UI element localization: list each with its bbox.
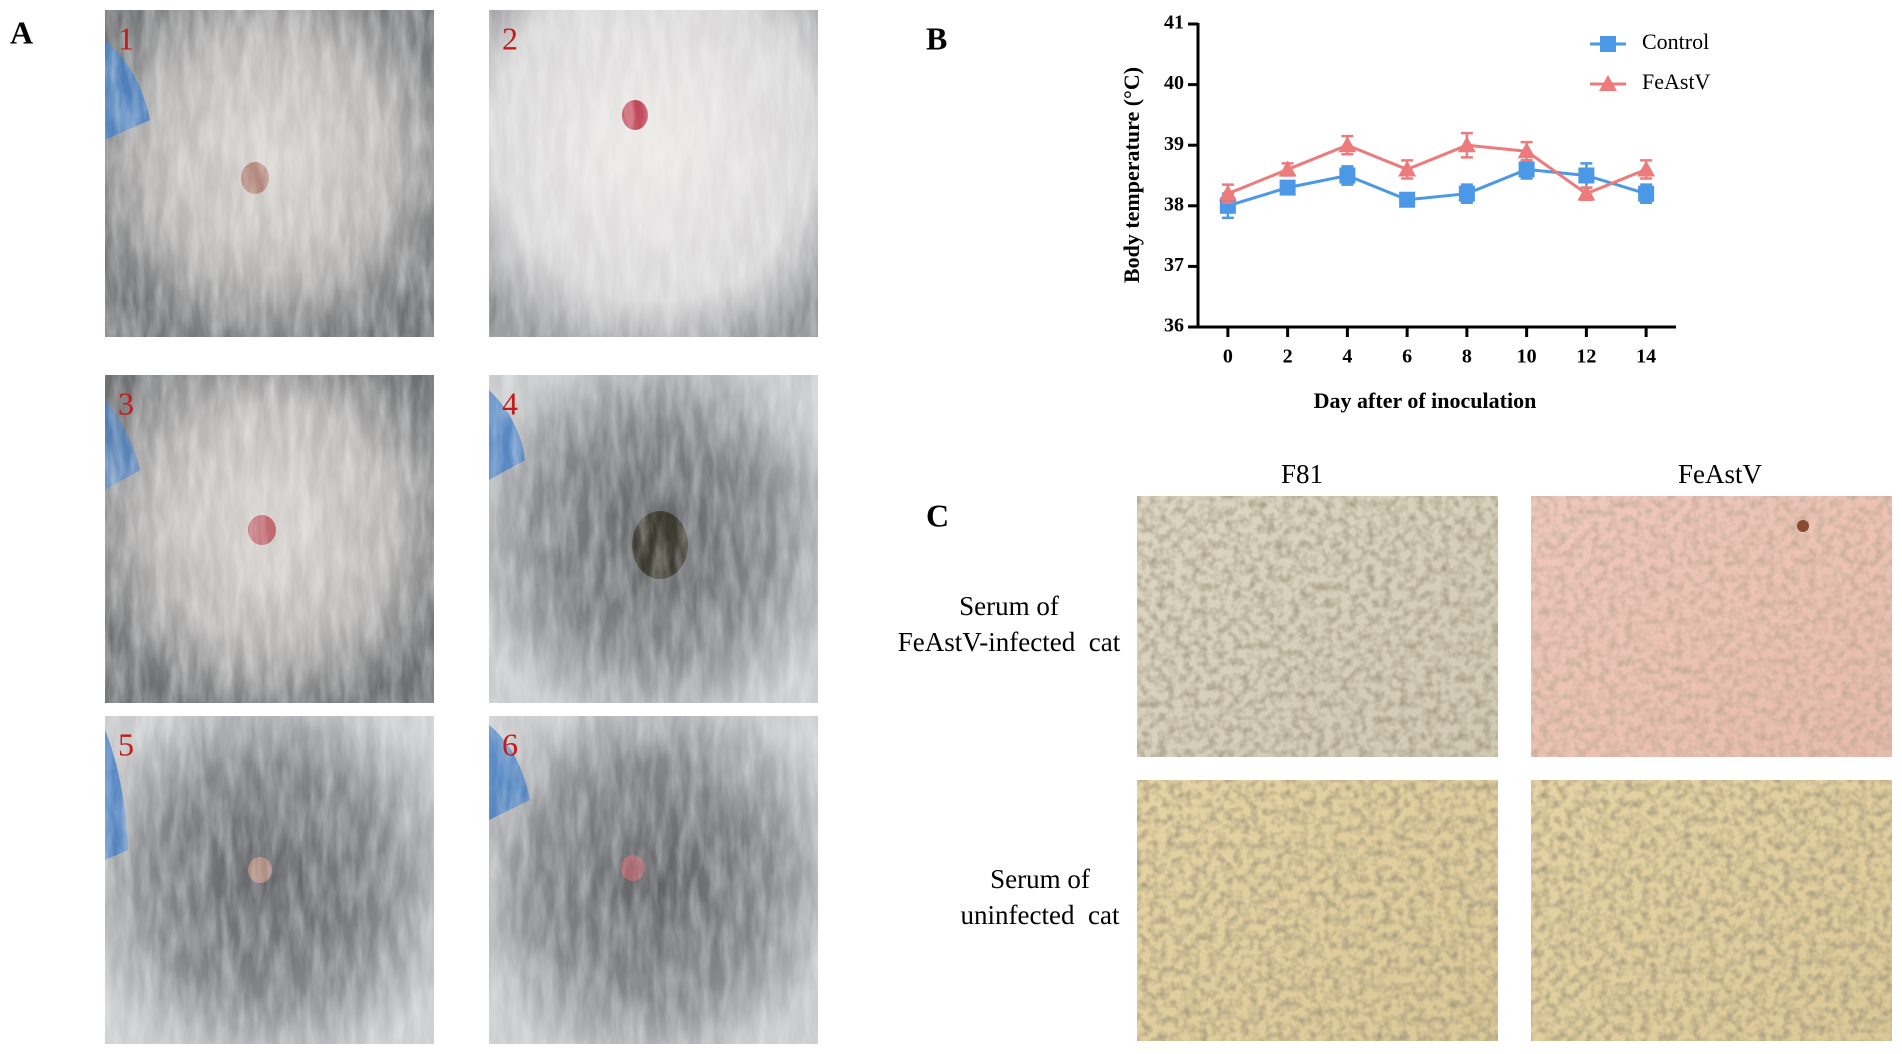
photo: 5 [105,716,434,1044]
data-point [1339,167,1356,184]
panel-label: B [926,20,947,56]
data-point [1457,136,1476,153]
photo-number: 3 [118,385,134,421]
row-label: Serum of [959,591,1059,621]
data-point [1517,142,1536,159]
series-line [1227,167,1647,208]
panel-label: C [926,497,949,533]
y-tick-label: 36 [1164,315,1184,337]
x-tick-label: 8 [1462,346,1472,368]
x-tick-label: 4 [1342,346,1352,368]
micrograph [1531,496,1892,757]
column-label: F81 [1281,459,1323,489]
column-label: FeAstV [1678,459,1763,489]
micrograph [1137,780,1498,1041]
data-point [1278,160,1297,177]
row-label: FeAstV-infected cat [898,627,1121,657]
photo-number: 6 [502,726,518,762]
data-point [1518,161,1535,178]
legend-marker [1600,36,1616,52]
photo: 4 [489,375,818,703]
photo-number: 2 [502,20,518,56]
legend-label: FeAstV [1642,69,1711,94]
x-tick-label: 14 [1636,346,1656,368]
micrograph [1531,780,1892,1041]
series-line [1227,143,1647,196]
x-tick-label: 0 [1223,346,1233,368]
data-point [1578,167,1595,184]
y-tick-label: 38 [1164,193,1184,215]
y-tick-label: 39 [1164,133,1184,155]
row-label: uninfected cat [961,900,1120,930]
x-tick-label: 12 [1576,346,1596,368]
data-point [1399,191,1416,208]
legend-label: Control [1642,29,1709,54]
x-axis-title: Day after of inoculation [1314,388,1537,413]
photo: 3 [105,375,434,703]
x-tick-label: 2 [1283,346,1293,368]
data-point [1458,185,1475,202]
data-point [1218,184,1237,201]
line-chart: Body temperature (°C) Day after of inocu… [1119,12,1711,413]
y-tick-label: 41 [1164,12,1184,34]
photo-number: 1 [118,20,134,56]
legend-marker [1599,75,1617,91]
x-tick-label: 6 [1402,346,1412,368]
photo: 6 [489,716,818,1044]
x-tick-label: 10 [1517,346,1537,368]
photo: 1 [105,10,434,337]
data-point [1338,136,1357,153]
y-axis-title: Body temperature (°C) [1119,67,1144,283]
data-point [1638,185,1655,202]
y-tick-label: 37 [1164,254,1184,276]
photo-number: 4 [502,385,518,421]
data-point [1577,184,1596,201]
photo: 2 [489,10,818,337]
panel-label: A [10,14,33,50]
y-tick-label: 40 [1164,72,1184,94]
row-label: Serum of [990,864,1090,894]
micrograph [1137,496,1498,757]
data-point [1637,160,1656,177]
data-point [1398,160,1417,177]
photo-number: 5 [118,726,134,762]
data-point [1279,179,1296,196]
